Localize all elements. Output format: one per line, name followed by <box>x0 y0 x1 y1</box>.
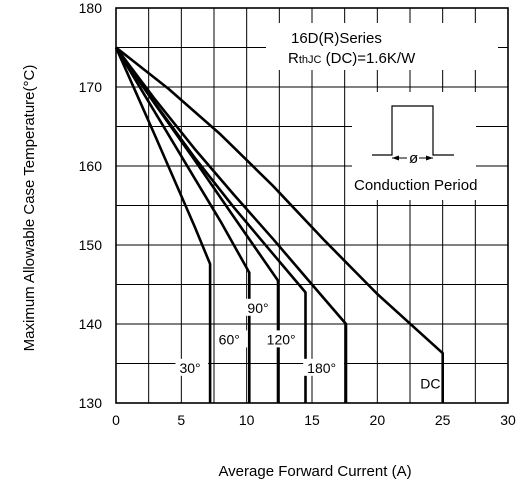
x-tick-label: 15 <box>304 412 320 428</box>
rth-value: (DC)=1.6K/W <box>321 50 416 67</box>
inset-caption: Conduction Period <box>354 177 477 194</box>
x-tick-labels: 0 5 10 15 20 25 30 <box>112 412 516 428</box>
curve-label-mask <box>214 330 248 348</box>
x-tick-label: 20 <box>370 412 386 428</box>
y-tick-label: 130 <box>79 395 103 411</box>
x-tick-label: 0 <box>112 412 120 428</box>
conduction-period-inset: ø Conduction Period <box>352 92 477 200</box>
y-tick-label: 150 <box>79 237 103 253</box>
curve-labels: 30° 60° 90° 120° 180° DC <box>175 298 441 392</box>
rthjc-note: RthJC (DC)=1.6K/W <box>288 50 416 67</box>
x-tick-label: 5 <box>177 412 185 428</box>
inset-arrow-right <box>426 155 433 161</box>
curve-label: 30° <box>179 360 200 376</box>
curve-label: 90° <box>247 300 268 316</box>
x-tick-label: 25 <box>435 412 451 428</box>
plot-frame <box>115 7 509 404</box>
curve-label-mask <box>303 358 344 376</box>
inset-symbol-mask <box>407 150 419 164</box>
curve-dc <box>115 46 445 403</box>
chart-curves <box>114 46 445 403</box>
inset-mask <box>352 92 476 200</box>
rth-prefix: R <box>288 50 299 67</box>
inset-arrow-left <box>392 155 399 161</box>
x-tick-label: 30 <box>500 412 516 428</box>
y-tick-label: 180 <box>79 0 103 16</box>
curve-label-mask <box>262 330 304 348</box>
curve-180deg <box>114 46 348 403</box>
inset-waveform <box>372 105 454 156</box>
curve-label-mask <box>243 298 277 316</box>
curve-label-mask <box>416 374 441 392</box>
x-tick-label: 10 <box>239 412 255 428</box>
annotation-mask <box>266 23 498 70</box>
y-axis-title: Maximum Allowable Case Temperature(°C) <box>21 65 38 352</box>
series-name-note: 16D(R)Series <box>291 30 382 47</box>
curve-label: DC <box>420 376 440 392</box>
inset-phi-symbol: ø <box>409 150 418 167</box>
curve-120deg <box>114 46 307 403</box>
curve-label-mask <box>175 358 209 376</box>
curve-label: 120° <box>267 331 296 347</box>
rth-subscript: thJC <box>299 54 322 66</box>
curve-label: 60° <box>219 331 240 347</box>
y-tick-label: 170 <box>79 79 103 95</box>
curve-60deg <box>114 46 251 403</box>
y-tick-label: 160 <box>79 158 103 174</box>
x-axis-title: Average Forward Current (A) <box>218 463 411 480</box>
y-tick-label: 140 <box>79 316 103 332</box>
curve-30deg <box>114 46 212 403</box>
y-tick-labels: 130 140 150 160 170 180 <box>79 0 103 411</box>
curve-label: 180° <box>307 360 336 376</box>
